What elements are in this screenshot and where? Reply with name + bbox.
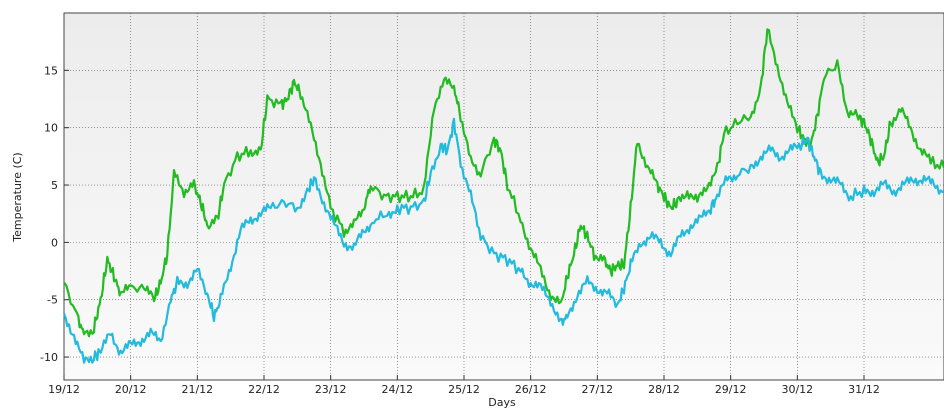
x-tick-label: 25/12 — [448, 383, 480, 396]
x-tick-label: 19/12 — [48, 383, 80, 396]
y-tick-label: 5 — [51, 179, 58, 192]
x-tick-label: 30/12 — [781, 383, 813, 396]
series-line-2 — [62, 117, 944, 364]
y-axis-label: Temperature (C) — [11, 152, 24, 242]
x-tick-label: 29/12 — [715, 383, 747, 396]
plot-background — [63, 12, 944, 381]
y-tick-label: 15 — [44, 64, 58, 77]
series-group — [62, 28, 944, 364]
x-tick-label: 21/12 — [181, 383, 213, 396]
x-tick-label: 26/12 — [515, 383, 547, 396]
x-tick-label: 20/12 — [115, 383, 147, 396]
x-tick-label: 22/12 — [248, 383, 280, 396]
y-tick-label: 10 — [44, 122, 58, 135]
y-tick-label: -10 — [40, 351, 58, 364]
x-axis-label: Days — [488, 396, 516, 409]
x-tick-label: 23/12 — [315, 383, 347, 396]
x-tick-label: 31/12 — [848, 383, 880, 396]
x-tick-label: 24/12 — [381, 383, 413, 396]
x-tick-label: 27/12 — [581, 383, 613, 396]
y-axis: -10 -5 0 5 10 15 — [40, 64, 69, 364]
y-tick-label: 0 — [51, 236, 58, 249]
x-axis: 19/12 20/12 21/12 22/12 23/12 24/12 25/12 26/12… — [48, 375, 880, 396]
y-tick-label: -5 — [47, 294, 58, 307]
series-line-1 — [63, 28, 944, 338]
x-tick-label: 28/12 — [648, 383, 680, 396]
